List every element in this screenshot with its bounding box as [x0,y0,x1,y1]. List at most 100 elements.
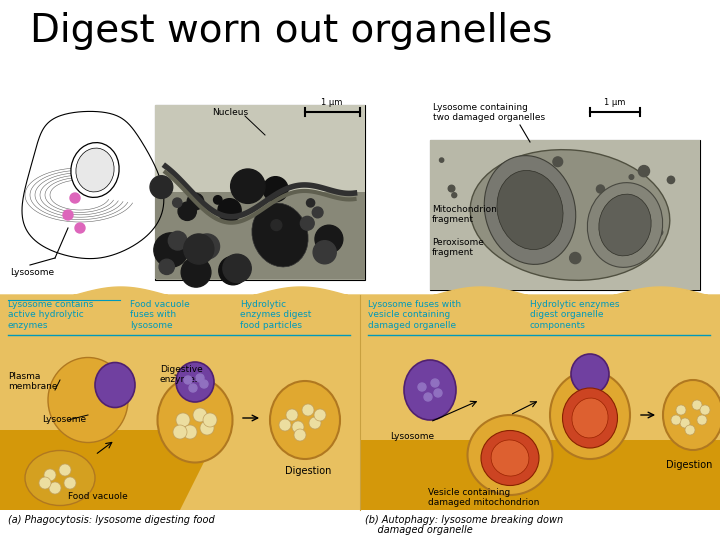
Circle shape [203,413,217,427]
Circle shape [680,418,690,428]
Circle shape [173,425,187,439]
Circle shape [271,220,282,231]
Circle shape [553,157,562,167]
Circle shape [439,158,444,162]
Circle shape [656,229,662,235]
Circle shape [181,258,211,287]
Ellipse shape [562,388,618,448]
Circle shape [697,415,707,425]
Circle shape [159,259,174,274]
Circle shape [628,219,638,228]
Circle shape [302,404,314,416]
Text: damaged organelle: damaged organelle [365,525,473,535]
Circle shape [309,417,321,429]
Circle shape [194,234,220,259]
Ellipse shape [176,362,214,402]
Circle shape [294,429,306,441]
Bar [430,140,700,290]
Ellipse shape [252,203,308,267]
Circle shape [313,241,336,264]
Text: Mitochondrion
fragment: Mitochondrion fragment [432,205,497,225]
Text: Lysosome: Lysosome [390,432,434,441]
Circle shape [64,477,76,489]
Circle shape [692,400,702,410]
Circle shape [196,374,204,382]
Circle shape [183,425,197,439]
Circle shape [168,231,187,250]
Circle shape [49,482,61,494]
Circle shape [559,214,567,222]
Bar [0,0,720,295]
Ellipse shape [491,440,529,476]
Text: Nucleus: Nucleus [212,108,248,117]
Ellipse shape [95,362,135,408]
Circle shape [263,177,288,201]
Circle shape [314,409,326,421]
Circle shape [286,409,298,421]
Circle shape [184,234,214,264]
Ellipse shape [25,450,95,505]
Circle shape [307,199,315,207]
Text: Digestive
enzymes: Digestive enzymes [160,365,203,384]
Ellipse shape [588,183,662,267]
Ellipse shape [599,194,651,256]
Circle shape [214,195,222,204]
Circle shape [685,425,695,435]
Circle shape [315,225,343,253]
Text: Lysosome contains
active hydrolytic
enzymes: Lysosome contains active hydrolytic enzy… [8,300,94,330]
Circle shape [75,223,85,233]
Bar [0,295,720,510]
Circle shape [700,405,710,415]
Text: Digestion: Digestion [285,466,331,476]
Polygon shape [0,430,220,510]
Text: Plasma
membrane: Plasma membrane [8,372,58,391]
Circle shape [154,233,188,267]
Text: Vesicle containing
damaged mitochondrion: Vesicle containing damaged mitochondrion [428,488,539,508]
Text: 1 μm: 1 μm [604,98,626,107]
Polygon shape [360,440,720,510]
Circle shape [39,477,51,489]
Ellipse shape [571,354,609,394]
Circle shape [279,419,291,431]
Ellipse shape [550,371,630,459]
Circle shape [173,198,182,207]
Ellipse shape [481,430,539,485]
Circle shape [667,176,675,184]
Circle shape [176,413,190,427]
Circle shape [570,253,581,264]
Circle shape [424,393,432,401]
Circle shape [676,405,686,415]
Text: Lysosome containing
two damaged organelles: Lysosome containing two damaged organell… [433,103,545,123]
Text: (b) Autophagy: lysosome breaking down: (b) Autophagy: lysosome breaking down [365,515,563,525]
Circle shape [200,380,208,388]
Circle shape [434,389,442,397]
Bar [155,105,365,280]
Circle shape [187,193,204,210]
Circle shape [230,169,265,204]
Text: Hydrolytic
enzymes digest
food particles: Hydrolytic enzymes digest food particles [240,300,311,330]
Circle shape [218,199,241,222]
Text: Digestion: Digestion [666,460,712,470]
Circle shape [292,421,304,433]
Circle shape [184,376,192,384]
Circle shape [223,254,251,282]
Circle shape [639,166,649,177]
Circle shape [219,256,247,285]
Ellipse shape [270,381,340,459]
Bar [155,105,365,192]
Circle shape [619,229,630,240]
Circle shape [596,185,605,193]
Text: Lysosome: Lysosome [10,268,54,277]
Circle shape [300,217,314,230]
Ellipse shape [497,171,563,249]
Text: Food vacuole
fuses with
lysosome: Food vacuole fuses with lysosome [130,300,190,330]
Text: (a) Phagocytosis: lysosome digesting food: (a) Phagocytosis: lysosome digesting foo… [8,515,215,525]
Circle shape [193,408,207,422]
Circle shape [505,162,516,173]
Ellipse shape [572,398,608,438]
Ellipse shape [467,415,552,495]
Ellipse shape [470,150,670,280]
Circle shape [671,415,681,425]
Circle shape [70,193,80,203]
Circle shape [178,202,197,220]
